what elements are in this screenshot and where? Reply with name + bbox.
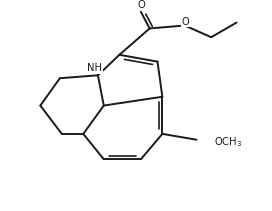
Text: NH: NH — [88, 64, 103, 73]
Text: O: O — [137, 0, 145, 10]
Text: OCH$_3$: OCH$_3$ — [214, 135, 243, 149]
Text: O: O — [182, 17, 190, 27]
